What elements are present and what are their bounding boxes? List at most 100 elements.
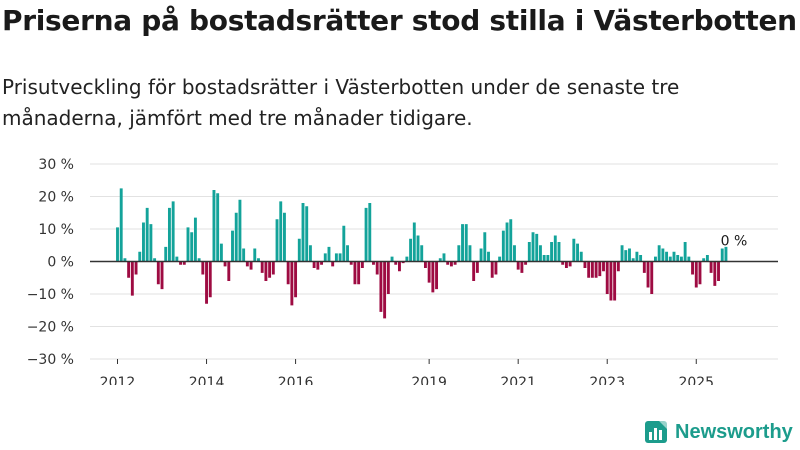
data-bar bbox=[320, 261, 323, 265]
data-bar bbox=[153, 258, 157, 262]
data-bar bbox=[386, 261, 390, 294]
y-tick-label: 0 % bbox=[47, 255, 74, 271]
data-bar bbox=[205, 261, 208, 304]
data-bar bbox=[379, 261, 383, 312]
data-bar bbox=[694, 261, 698, 288]
data-bar bbox=[260, 261, 264, 273]
data-bar bbox=[264, 261, 268, 281]
data-bar bbox=[349, 261, 353, 265]
data-bar bbox=[257, 258, 260, 262]
data-bar bbox=[342, 225, 346, 262]
data-bar bbox=[590, 261, 594, 278]
data-bar bbox=[535, 233, 539, 262]
data-bar bbox=[375, 261, 379, 275]
data-bar bbox=[524, 261, 528, 265]
chart-title: Priserna på bostadsrätter stod stilla i … bbox=[2, 4, 797, 37]
data-bar bbox=[160, 261, 164, 290]
data-bar bbox=[442, 253, 446, 262]
data-bar bbox=[713, 261, 717, 286]
data-bar bbox=[283, 212, 286, 262]
y-tick-label: 20 % bbox=[38, 190, 74, 206]
data-bar bbox=[271, 261, 275, 275]
data-bar bbox=[568, 261, 572, 267]
data-bar bbox=[290, 261, 294, 306]
data-bar bbox=[550, 242, 554, 262]
data-bar bbox=[472, 261, 476, 281]
data-bar bbox=[676, 255, 680, 262]
data-bar bbox=[398, 261, 401, 272]
data-bar bbox=[223, 261, 227, 267]
data-bar bbox=[605, 261, 609, 294]
data-bar bbox=[516, 261, 520, 270]
data-bar bbox=[412, 222, 416, 262]
data-bar bbox=[286, 261, 290, 285]
data-bar bbox=[717, 261, 720, 281]
data-bar bbox=[305, 206, 309, 262]
data-bar bbox=[164, 246, 168, 262]
data-bar bbox=[219, 243, 223, 262]
data-bar bbox=[720, 248, 724, 262]
data-bar bbox=[409, 238, 413, 262]
data-bar bbox=[538, 245, 542, 262]
data-bar bbox=[175, 256, 179, 262]
data-bar bbox=[268, 261, 272, 278]
y-tick-label: 30 % bbox=[38, 157, 74, 173]
data-bar bbox=[683, 242, 687, 262]
data-bar bbox=[431, 261, 435, 293]
data-bar bbox=[297, 238, 301, 262]
data-bar bbox=[602, 261, 605, 272]
data-bar bbox=[316, 261, 320, 270]
data-bar bbox=[193, 217, 197, 262]
data-bar bbox=[609, 261, 613, 301]
data-bar bbox=[453, 261, 457, 265]
data-bar bbox=[479, 248, 483, 262]
data-bar bbox=[353, 261, 357, 285]
newsworthy-logo: Newsworthy bbox=[645, 420, 793, 444]
x-tick-label: 2021 bbox=[500, 375, 536, 385]
data-bar bbox=[468, 245, 472, 262]
bar-chart: 30 % 20 % 10 % 0 % −10 % −20 % −30 % 2012 2014 20… bbox=[27, 157, 778, 385]
data-bar bbox=[360, 261, 364, 268]
data-bar bbox=[435, 261, 439, 290]
data-bar bbox=[294, 261, 298, 298]
data-bar bbox=[301, 203, 305, 262]
data-bar bbox=[383, 261, 387, 319]
data-bar bbox=[171, 201, 175, 262]
y-tick-label: −20 % bbox=[27, 320, 74, 336]
data-bar bbox=[446, 261, 450, 265]
data-bar bbox=[513, 245, 516, 262]
data-bar bbox=[368, 203, 372, 262]
data-bar bbox=[620, 245, 624, 262]
data-bar bbox=[724, 246, 728, 262]
data-bar bbox=[531, 232, 535, 262]
data-bar bbox=[119, 188, 123, 262]
data-bar bbox=[646, 261, 650, 288]
chart-subtitle: Prisutveckling för bostadsrätter i Väste… bbox=[2, 75, 680, 130]
data-bar bbox=[661, 248, 665, 262]
data-bar bbox=[338, 253, 342, 262]
data-bar bbox=[494, 261, 498, 275]
data-bar bbox=[234, 212, 238, 262]
data-bar bbox=[423, 261, 427, 268]
data-bar bbox=[364, 207, 368, 262]
data-bar bbox=[401, 261, 405, 264]
data-bar bbox=[167, 207, 171, 262]
data-bar bbox=[650, 261, 654, 294]
data-bar bbox=[275, 219, 279, 262]
data-bar bbox=[372, 261, 375, 265]
data-bar bbox=[253, 248, 257, 262]
data-bar bbox=[390, 256, 394, 262]
data-bar bbox=[475, 261, 479, 273]
data-bar bbox=[709, 261, 713, 273]
data-bar bbox=[208, 261, 212, 298]
data-bar bbox=[598, 261, 602, 277]
data-bar bbox=[691, 261, 694, 275]
x-tick-label: 2016 bbox=[278, 375, 314, 385]
data-bar bbox=[520, 261, 524, 273]
data-bar bbox=[527, 242, 531, 262]
data-bar bbox=[635, 251, 639, 262]
data-bar bbox=[394, 261, 398, 265]
data-bar bbox=[323, 253, 327, 262]
data-bar bbox=[190, 232, 194, 262]
data-bar bbox=[405, 256, 409, 262]
